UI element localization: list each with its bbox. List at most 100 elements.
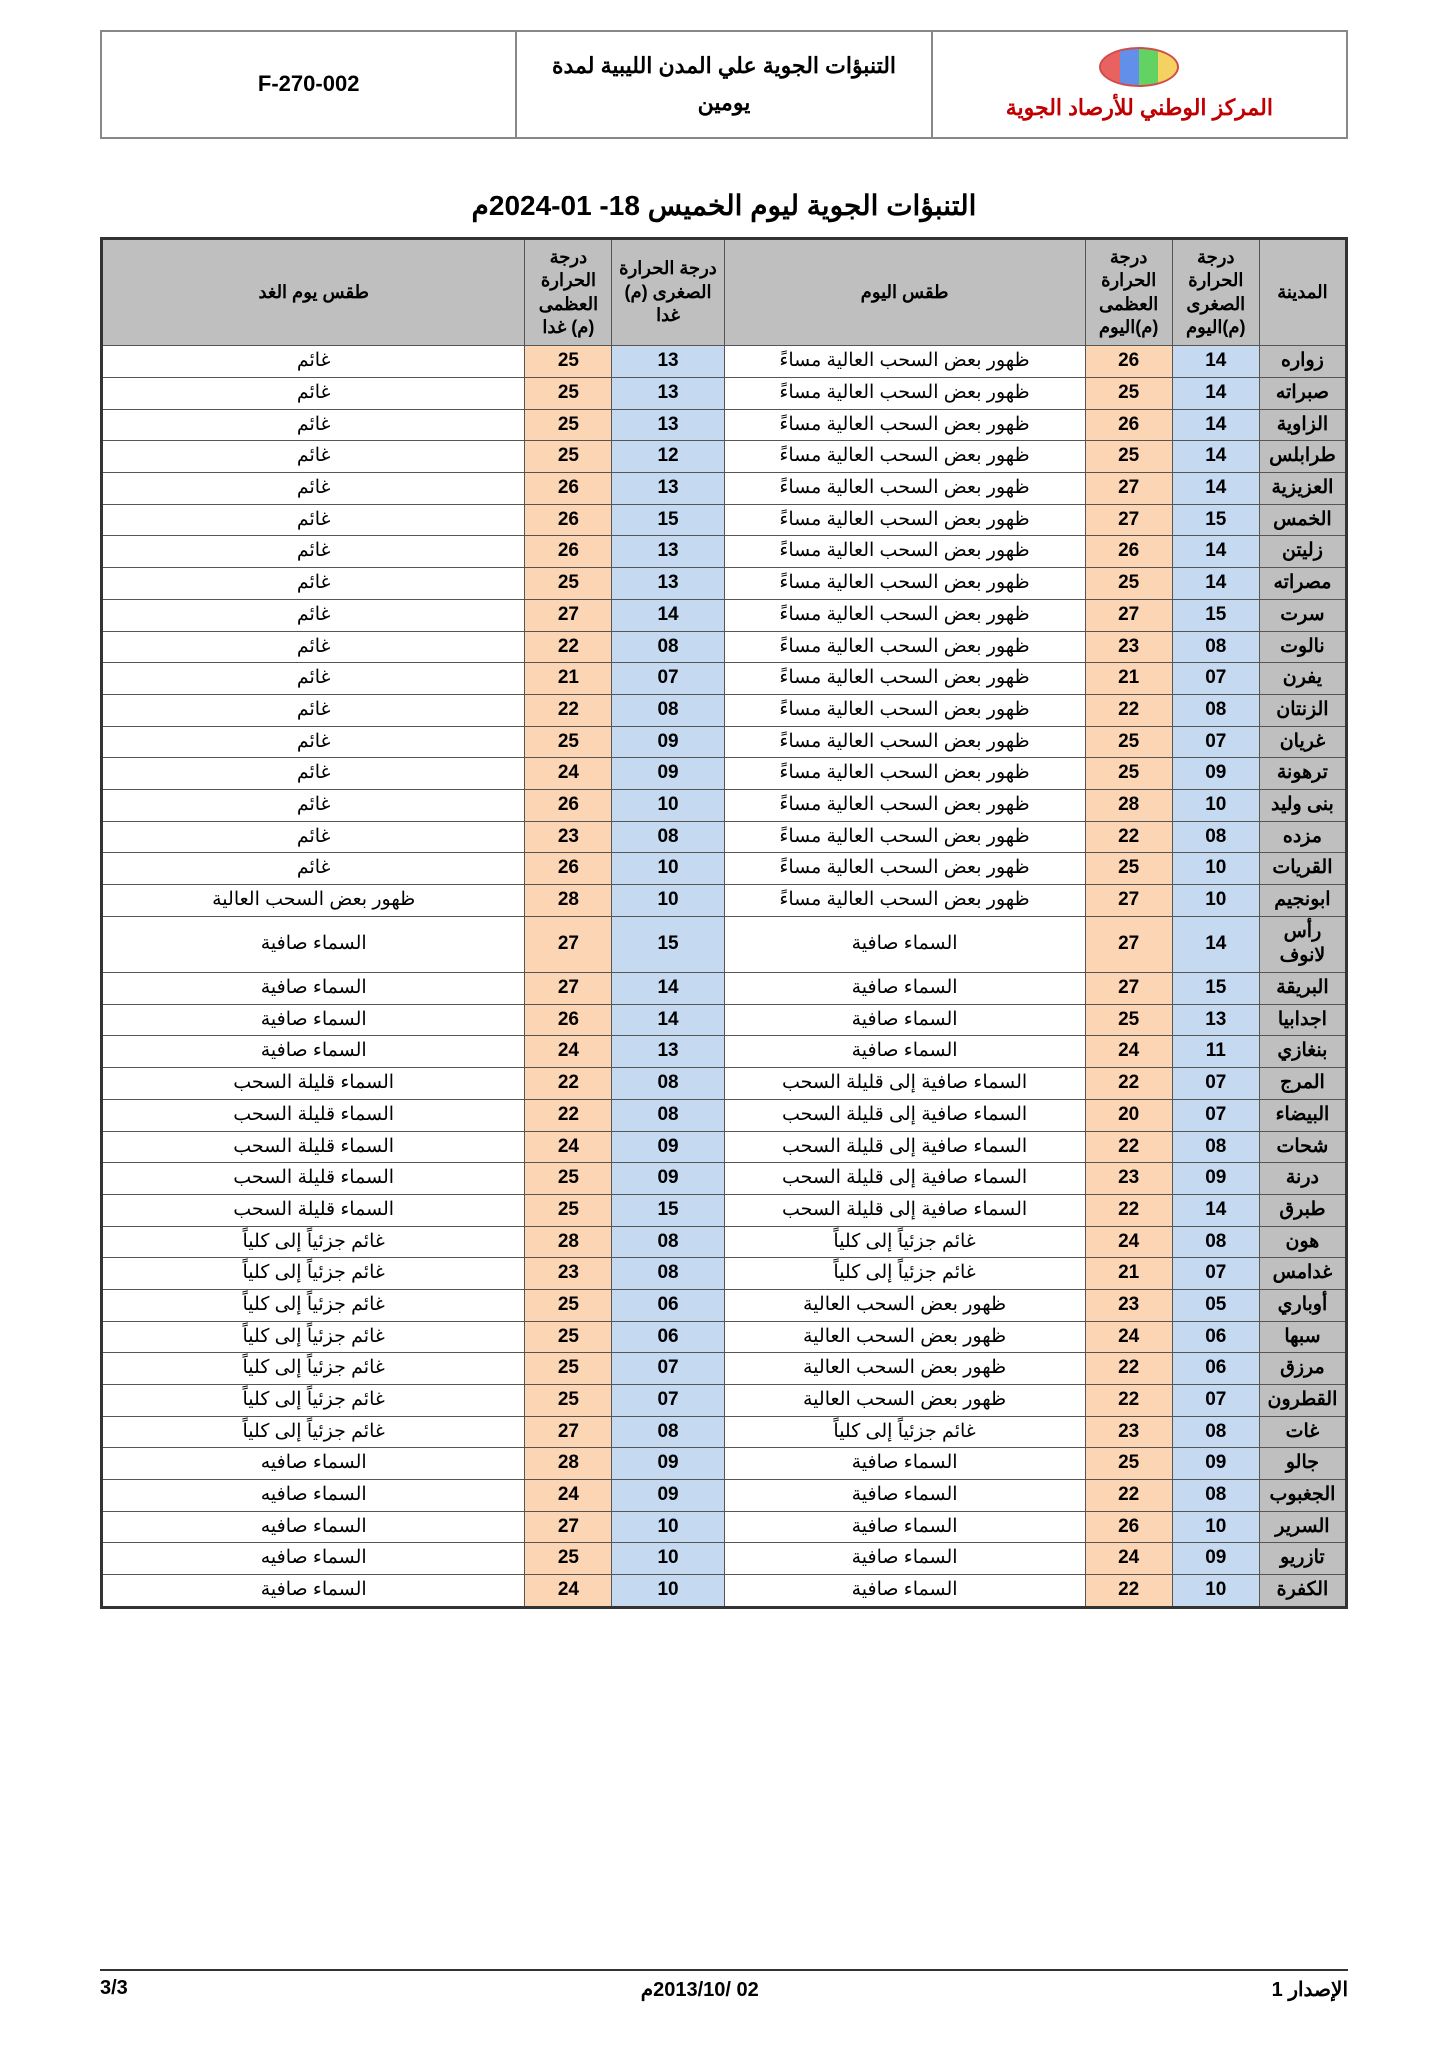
table-row: غات0823غائم جزئياً إلى كلياً0827غائم جزئ… bbox=[102, 1416, 1347, 1448]
cell-max-today: 27 bbox=[1085, 473, 1172, 505]
cell-weather-tomorrow: غائم bbox=[102, 599, 525, 631]
cell-max-tomorrow: 25 bbox=[525, 441, 612, 473]
cell-min-today: 15 bbox=[1172, 973, 1259, 1005]
cell-min-tomorrow: 10 bbox=[612, 1575, 724, 1608]
cell-max-tomorrow: 24 bbox=[525, 758, 612, 790]
cell-weather-tomorrow: غائم جزئياً إلى كلياً bbox=[102, 1226, 525, 1258]
cell-max-tomorrow: 22 bbox=[525, 631, 612, 663]
cell-max-today: 23 bbox=[1085, 1163, 1172, 1195]
cell-min-tomorrow: 09 bbox=[612, 1131, 724, 1163]
cell-weather-today: السماء صافية bbox=[724, 916, 1085, 972]
cell-weather-tomorrow: غائم bbox=[102, 694, 525, 726]
cell-weather-tomorrow: غائم جزئياً إلى كلياً bbox=[102, 1321, 525, 1353]
cell-min-tomorrow: 08 bbox=[612, 1099, 724, 1131]
cell-max-tomorrow: 22 bbox=[525, 694, 612, 726]
cell-min-tomorrow: 10 bbox=[612, 1511, 724, 1543]
cell-min-today: 14 bbox=[1172, 536, 1259, 568]
cell-weather-today: السماء صافية إلى قليلة السحب bbox=[724, 1131, 1085, 1163]
doc-header: المركز الوطني للأرصاد الجوية التنبؤات ال… bbox=[100, 30, 1348, 139]
cell-weather-tomorrow: السماء صافية bbox=[102, 1575, 525, 1608]
cell-min-tomorrow: 14 bbox=[612, 599, 724, 631]
cell-min-today: 07 bbox=[1172, 1068, 1259, 1100]
cell-weather-tomorrow: غائم bbox=[102, 853, 525, 885]
cell-weather-tomorrow: السماء صافية bbox=[102, 1004, 525, 1036]
cell-weather-tomorrow: غائم bbox=[102, 441, 525, 473]
cell-min-tomorrow: 10 bbox=[612, 853, 724, 885]
cell-min-today: 08 bbox=[1172, 1226, 1259, 1258]
table-row: الزنتان0822ظهور بعض السحب العالية مساءً0… bbox=[102, 694, 1347, 726]
cell-max-today: 23 bbox=[1085, 631, 1172, 663]
cell-min-today: 07 bbox=[1172, 663, 1259, 695]
cell-weather-today: السماء صافية إلى قليلة السحب bbox=[724, 1163, 1085, 1195]
col-min-today: درجة الحرارة الصغرى (م)اليوم bbox=[1172, 238, 1259, 346]
cell-max-tomorrow: 23 bbox=[525, 1258, 612, 1290]
cell-min-today: 13 bbox=[1172, 1004, 1259, 1036]
cell-weather-tomorrow: غائم bbox=[102, 726, 525, 758]
cell-weather-tomorrow: غائم جزئياً إلى كلياً bbox=[102, 1385, 525, 1417]
table-row: جالو0925السماء صافية0928السماء صافيه bbox=[102, 1448, 1347, 1480]
table-row: مرزق0622ظهور بعض السحب العالية0725غائم ج… bbox=[102, 1353, 1347, 1385]
cell-max-tomorrow: 24 bbox=[525, 1036, 612, 1068]
cell-max-tomorrow: 25 bbox=[525, 1289, 612, 1321]
cell-min-today: 07 bbox=[1172, 726, 1259, 758]
cell-city: الكفرة bbox=[1259, 1575, 1346, 1608]
cell-min-tomorrow: 06 bbox=[612, 1321, 724, 1353]
table-row: صبراته1425ظهور بعض السحب العالية مساءً13… bbox=[102, 378, 1347, 410]
cell-max-tomorrow: 27 bbox=[525, 1511, 612, 1543]
cell-weather-today: السماء صافية إلى قليلة السحب bbox=[724, 1194, 1085, 1226]
cell-min-tomorrow: 07 bbox=[612, 1385, 724, 1417]
cell-min-today: 14 bbox=[1172, 441, 1259, 473]
cell-weather-tomorrow: غائم bbox=[102, 758, 525, 790]
col-max-tomorrow: درجة الحرارة العظمى (م) غدا bbox=[525, 238, 612, 346]
cell-weather-today: ظهور بعض السحب العالية مساءً bbox=[724, 694, 1085, 726]
table-row: الزاوية1426ظهور بعض السحب العالية مساءً1… bbox=[102, 409, 1347, 441]
cell-min-today: 08 bbox=[1172, 1131, 1259, 1163]
cell-min-today: 15 bbox=[1172, 599, 1259, 631]
cell-max-today: 20 bbox=[1085, 1099, 1172, 1131]
cell-weather-tomorrow: السماء صافيه bbox=[102, 1480, 525, 1512]
cell-min-tomorrow: 09 bbox=[612, 758, 724, 790]
cell-max-today: 26 bbox=[1085, 536, 1172, 568]
cell-weather-tomorrow: السماء صافية bbox=[102, 916, 525, 972]
cell-weather-today: السماء صافية إلى قليلة السحب bbox=[724, 1068, 1085, 1100]
cell-weather-today: ظهور بعض السحب العالية مساءً bbox=[724, 789, 1085, 821]
cell-max-today: 27 bbox=[1085, 504, 1172, 536]
cell-min-today: 11 bbox=[1172, 1036, 1259, 1068]
cell-weather-today: ظهور بعض السحب العالية bbox=[724, 1289, 1085, 1321]
cell-max-today: 22 bbox=[1085, 1131, 1172, 1163]
cell-weather-tomorrow: غائم bbox=[102, 663, 525, 695]
table-header-row: المدينة درجة الحرارة الصغرى (م)اليوم درج… bbox=[102, 238, 1347, 346]
cell-max-tomorrow: 25 bbox=[525, 409, 612, 441]
cell-city: اجدابيا bbox=[1259, 1004, 1346, 1036]
cell-min-today: 10 bbox=[1172, 853, 1259, 885]
cell-city: بنى وليد bbox=[1259, 789, 1346, 821]
table-row: أوباري0523ظهور بعض السحب العالية0625غائم… bbox=[102, 1289, 1347, 1321]
cell-weather-today: ظهور بعض السحب العالية مساءً bbox=[724, 409, 1085, 441]
table-row: غدامس0721غائم جزئياً إلى كلياً0823غائم ج… bbox=[102, 1258, 1347, 1290]
col-max-today: درجة الحرارة العظمى (م)اليوم bbox=[1085, 238, 1172, 346]
cell-weather-today: ظهور بعض السحب العالية مساءً bbox=[724, 631, 1085, 663]
cell-max-today: 22 bbox=[1085, 694, 1172, 726]
cell-min-tomorrow: 08 bbox=[612, 1416, 724, 1448]
cell-min-today: 15 bbox=[1172, 504, 1259, 536]
cell-city: درنة bbox=[1259, 1163, 1346, 1195]
cell-max-today: 25 bbox=[1085, 726, 1172, 758]
cell-city: ابونجيم bbox=[1259, 885, 1346, 917]
cell-max-today: 26 bbox=[1085, 409, 1172, 441]
table-row: زواره1426ظهور بعض السحب العالية مساءً132… bbox=[102, 346, 1347, 378]
cell-max-today: 27 bbox=[1085, 973, 1172, 1005]
cell-max-tomorrow: 22 bbox=[525, 1068, 612, 1100]
cell-max-tomorrow: 27 bbox=[525, 1416, 612, 1448]
cell-city: الجغبوب bbox=[1259, 1480, 1346, 1512]
cell-max-tomorrow: 25 bbox=[525, 568, 612, 600]
cell-weather-today: ظهور بعض السحب العالية bbox=[724, 1385, 1085, 1417]
cell-max-today: 25 bbox=[1085, 853, 1172, 885]
cell-min-tomorrow: 07 bbox=[612, 663, 724, 695]
table-row: طبرق1422السماء صافية إلى قليلة السحب1525… bbox=[102, 1194, 1347, 1226]
cell-min-tomorrow: 13 bbox=[612, 536, 724, 568]
table-row: بنى وليد1028ظهور بعض السحب العالية مساءً… bbox=[102, 789, 1347, 821]
cell-max-today: 24 bbox=[1085, 1321, 1172, 1353]
cell-city: مرزق bbox=[1259, 1353, 1346, 1385]
table-row: مزده0822ظهور بعض السحب العالية مساءً0823… bbox=[102, 821, 1347, 853]
cell-min-today: 14 bbox=[1172, 378, 1259, 410]
